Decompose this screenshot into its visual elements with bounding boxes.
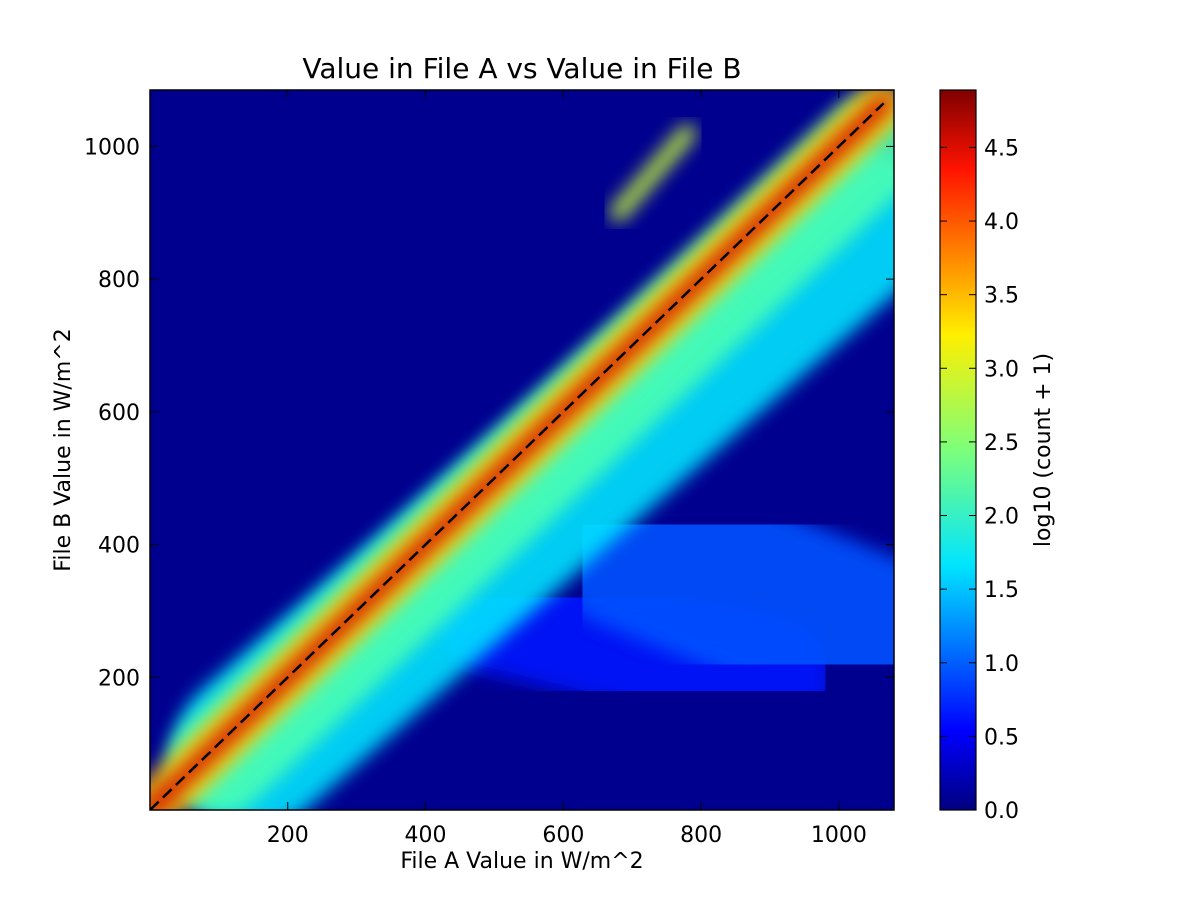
colorbar-tick-label: 4.0 — [984, 210, 1019, 235]
y-tick-label: 1000 — [84, 135, 140, 160]
colorbar-tick-label: 2.0 — [984, 505, 1019, 530]
y-tick-label: 200 — [98, 666, 140, 691]
x-tick-label: 200 — [267, 823, 309, 848]
hexbin-density-layer — [150, 90, 894, 810]
density-band — [546, 458, 894, 731]
chart-title: Value in File A vs Value in File B — [302, 52, 741, 85]
x-tick-label: 1000 — [811, 823, 867, 848]
y-axis-label: File B Value in W/m^2 — [51, 328, 76, 571]
identity-reference-line — [150, 102, 885, 810]
density-band — [609, 124, 696, 222]
x-tick-label: 600 — [542, 823, 584, 848]
colorbar-tick-label: 4.5 — [984, 136, 1019, 161]
colorbar-label: log10 (count + 1) — [1031, 353, 1056, 547]
x-tick-label: 400 — [405, 823, 447, 848]
y-tick-label: 800 — [98, 268, 140, 293]
colorbar-tick-label: 0.5 — [984, 725, 1019, 750]
colorbar-tick-label: 3.5 — [984, 284, 1019, 309]
colorbar-tick-label: 2.5 — [984, 431, 1019, 456]
plot-frame — [149, 89, 895, 811]
y-axis-ticks: 200 400 600 800 1000 — [84, 135, 894, 691]
x-axis-label: File A Value in W/m^2 — [400, 849, 643, 874]
x-axis-ticks: 200 400 600 800 1000 — [267, 90, 867, 848]
colorbar — [939, 89, 977, 811]
y-tick-label: 600 — [98, 401, 140, 426]
colorbar-tick-label: 3.0 — [984, 357, 1019, 382]
x-tick-label: 800 — [680, 823, 722, 848]
colorbar-tick-label: 0.0 — [984, 799, 1019, 824]
colorbar-tick-label: 1.0 — [984, 652, 1019, 677]
colorbar-tick-label: 1.5 — [984, 578, 1019, 603]
colorbar-ticks: 0.0 0.5 1.0 1.5 2.0 2.5 3.0 3.5 4.0 4.5 — [940, 136, 1019, 824]
y-tick-label: 400 — [98, 534, 140, 559]
